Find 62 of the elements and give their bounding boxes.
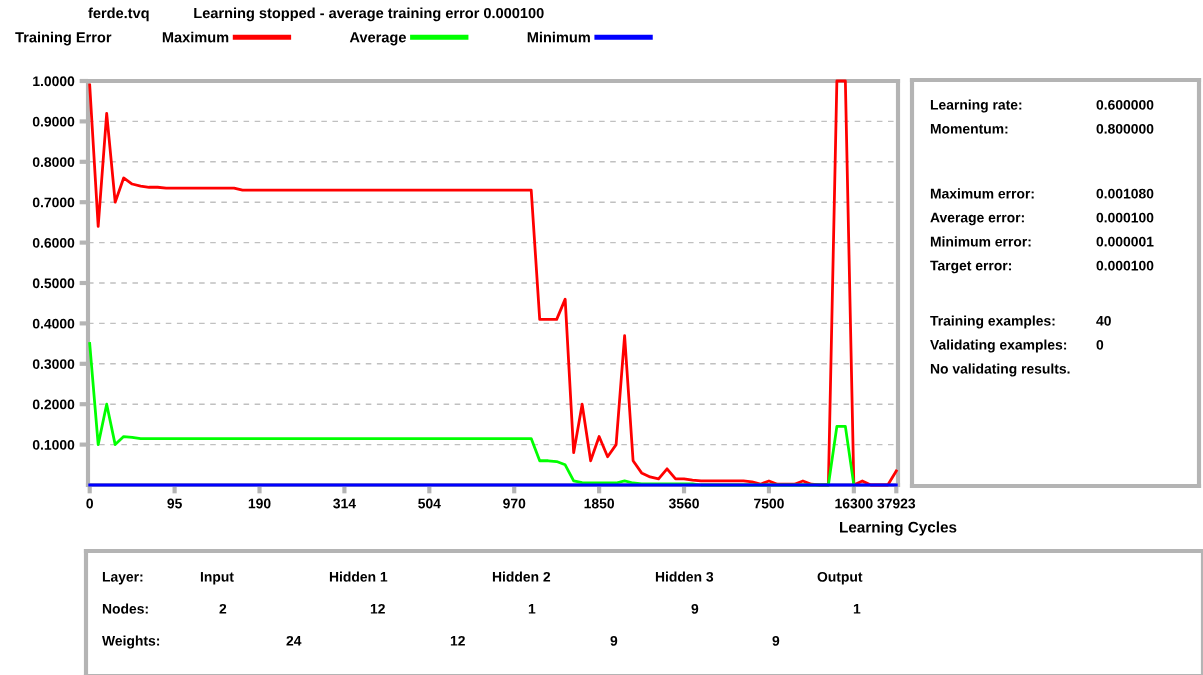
y-tick-label: 0.5000 <box>32 278 75 289</box>
y-tick-label: 0.3000 <box>32 359 75 369</box>
text: 0 <box>1096 339 1104 350</box>
text: 0.000001 <box>1096 236 1154 247</box>
text: Minimum error: <box>930 236 1031 247</box>
x-axis-title: Learning Cycles <box>840 521 957 536</box>
chart-title: Learning stopped - average training error 0.000100 <box>194 7 544 22</box>
x-tick-label: 16300 <box>835 498 873 509</box>
text: Hidden 2 <box>492 571 551 582</box>
x-tick-label: 970 <box>503 498 526 509</box>
text: 1 <box>853 604 861 614</box>
text: 24 <box>286 635 302 646</box>
text: Average error: <box>930 212 1024 226</box>
y-tick-label: 0.4000 <box>32 318 75 329</box>
text: 9 <box>691 603 699 614</box>
text: 1 <box>528 604 536 614</box>
x-tick-label: 7500 <box>754 498 784 509</box>
text: 9 <box>610 635 618 646</box>
text: 0.800000 <box>1096 123 1154 134</box>
text: Nodes: <box>102 603 148 614</box>
text: 40 <box>1096 315 1111 326</box>
text: Hidden 1 <box>329 571 388 582</box>
y-tick-label: 0.2000 <box>32 399 75 410</box>
text: Weights: <box>102 635 160 649</box>
y-axis-title: Training Error <box>15 31 112 46</box>
text: 9 <box>772 635 780 646</box>
text: Layer: <box>102 572 143 585</box>
y-tick-label: 0.1000 <box>32 439 75 450</box>
legend-label: Minimum <box>527 31 590 43</box>
text: Input <box>200 572 234 585</box>
legend-label: Average <box>349 32 406 46</box>
x-tick-label: 1850 <box>584 498 615 509</box>
text: ferde.tvq <box>88 7 149 22</box>
text: 0.001080 <box>1096 188 1154 199</box>
x-tick-label: 37923 <box>877 498 916 509</box>
text: Output <box>817 571 863 585</box>
text: 12 <box>370 603 385 614</box>
y-tick-label: 0.8000 <box>32 157 75 167</box>
y-tick-label: 1.0000 <box>33 76 75 87</box>
text: Momentum: <box>930 124 1008 134</box>
text: 0.000100 <box>1096 260 1154 271</box>
text: Maximum error: <box>930 188 1034 199</box>
text: 0.600000 <box>1096 99 1154 110</box>
text: 2 <box>219 603 227 614</box>
text: No validating results. <box>930 363 1070 377</box>
legend-label: Maximum <box>162 31 229 43</box>
y-tick-label: 0.9000 <box>32 116 75 127</box>
x-tick-label: 314 <box>333 498 356 509</box>
text: Hidden 3 <box>655 571 714 582</box>
y-tick-label: 0.7000 <box>32 197 75 208</box>
text: Training examples: <box>930 315 1055 329</box>
x-tick-label: 0 <box>86 498 93 509</box>
text: Learning rate: <box>930 99 1022 113</box>
x-tick-label: 3560 <box>668 498 699 509</box>
text: 0.000100 <box>1096 212 1154 223</box>
x-tick-label: 190 <box>248 498 271 509</box>
y-tick-label: 0.6000 <box>32 237 75 248</box>
text: 12 <box>450 635 465 646</box>
text: Target error: <box>930 260 1011 274</box>
text: Validating examples: <box>930 339 1067 353</box>
x-tick-label: 504 <box>418 498 441 509</box>
x-tick-label: 95 <box>167 498 182 509</box>
